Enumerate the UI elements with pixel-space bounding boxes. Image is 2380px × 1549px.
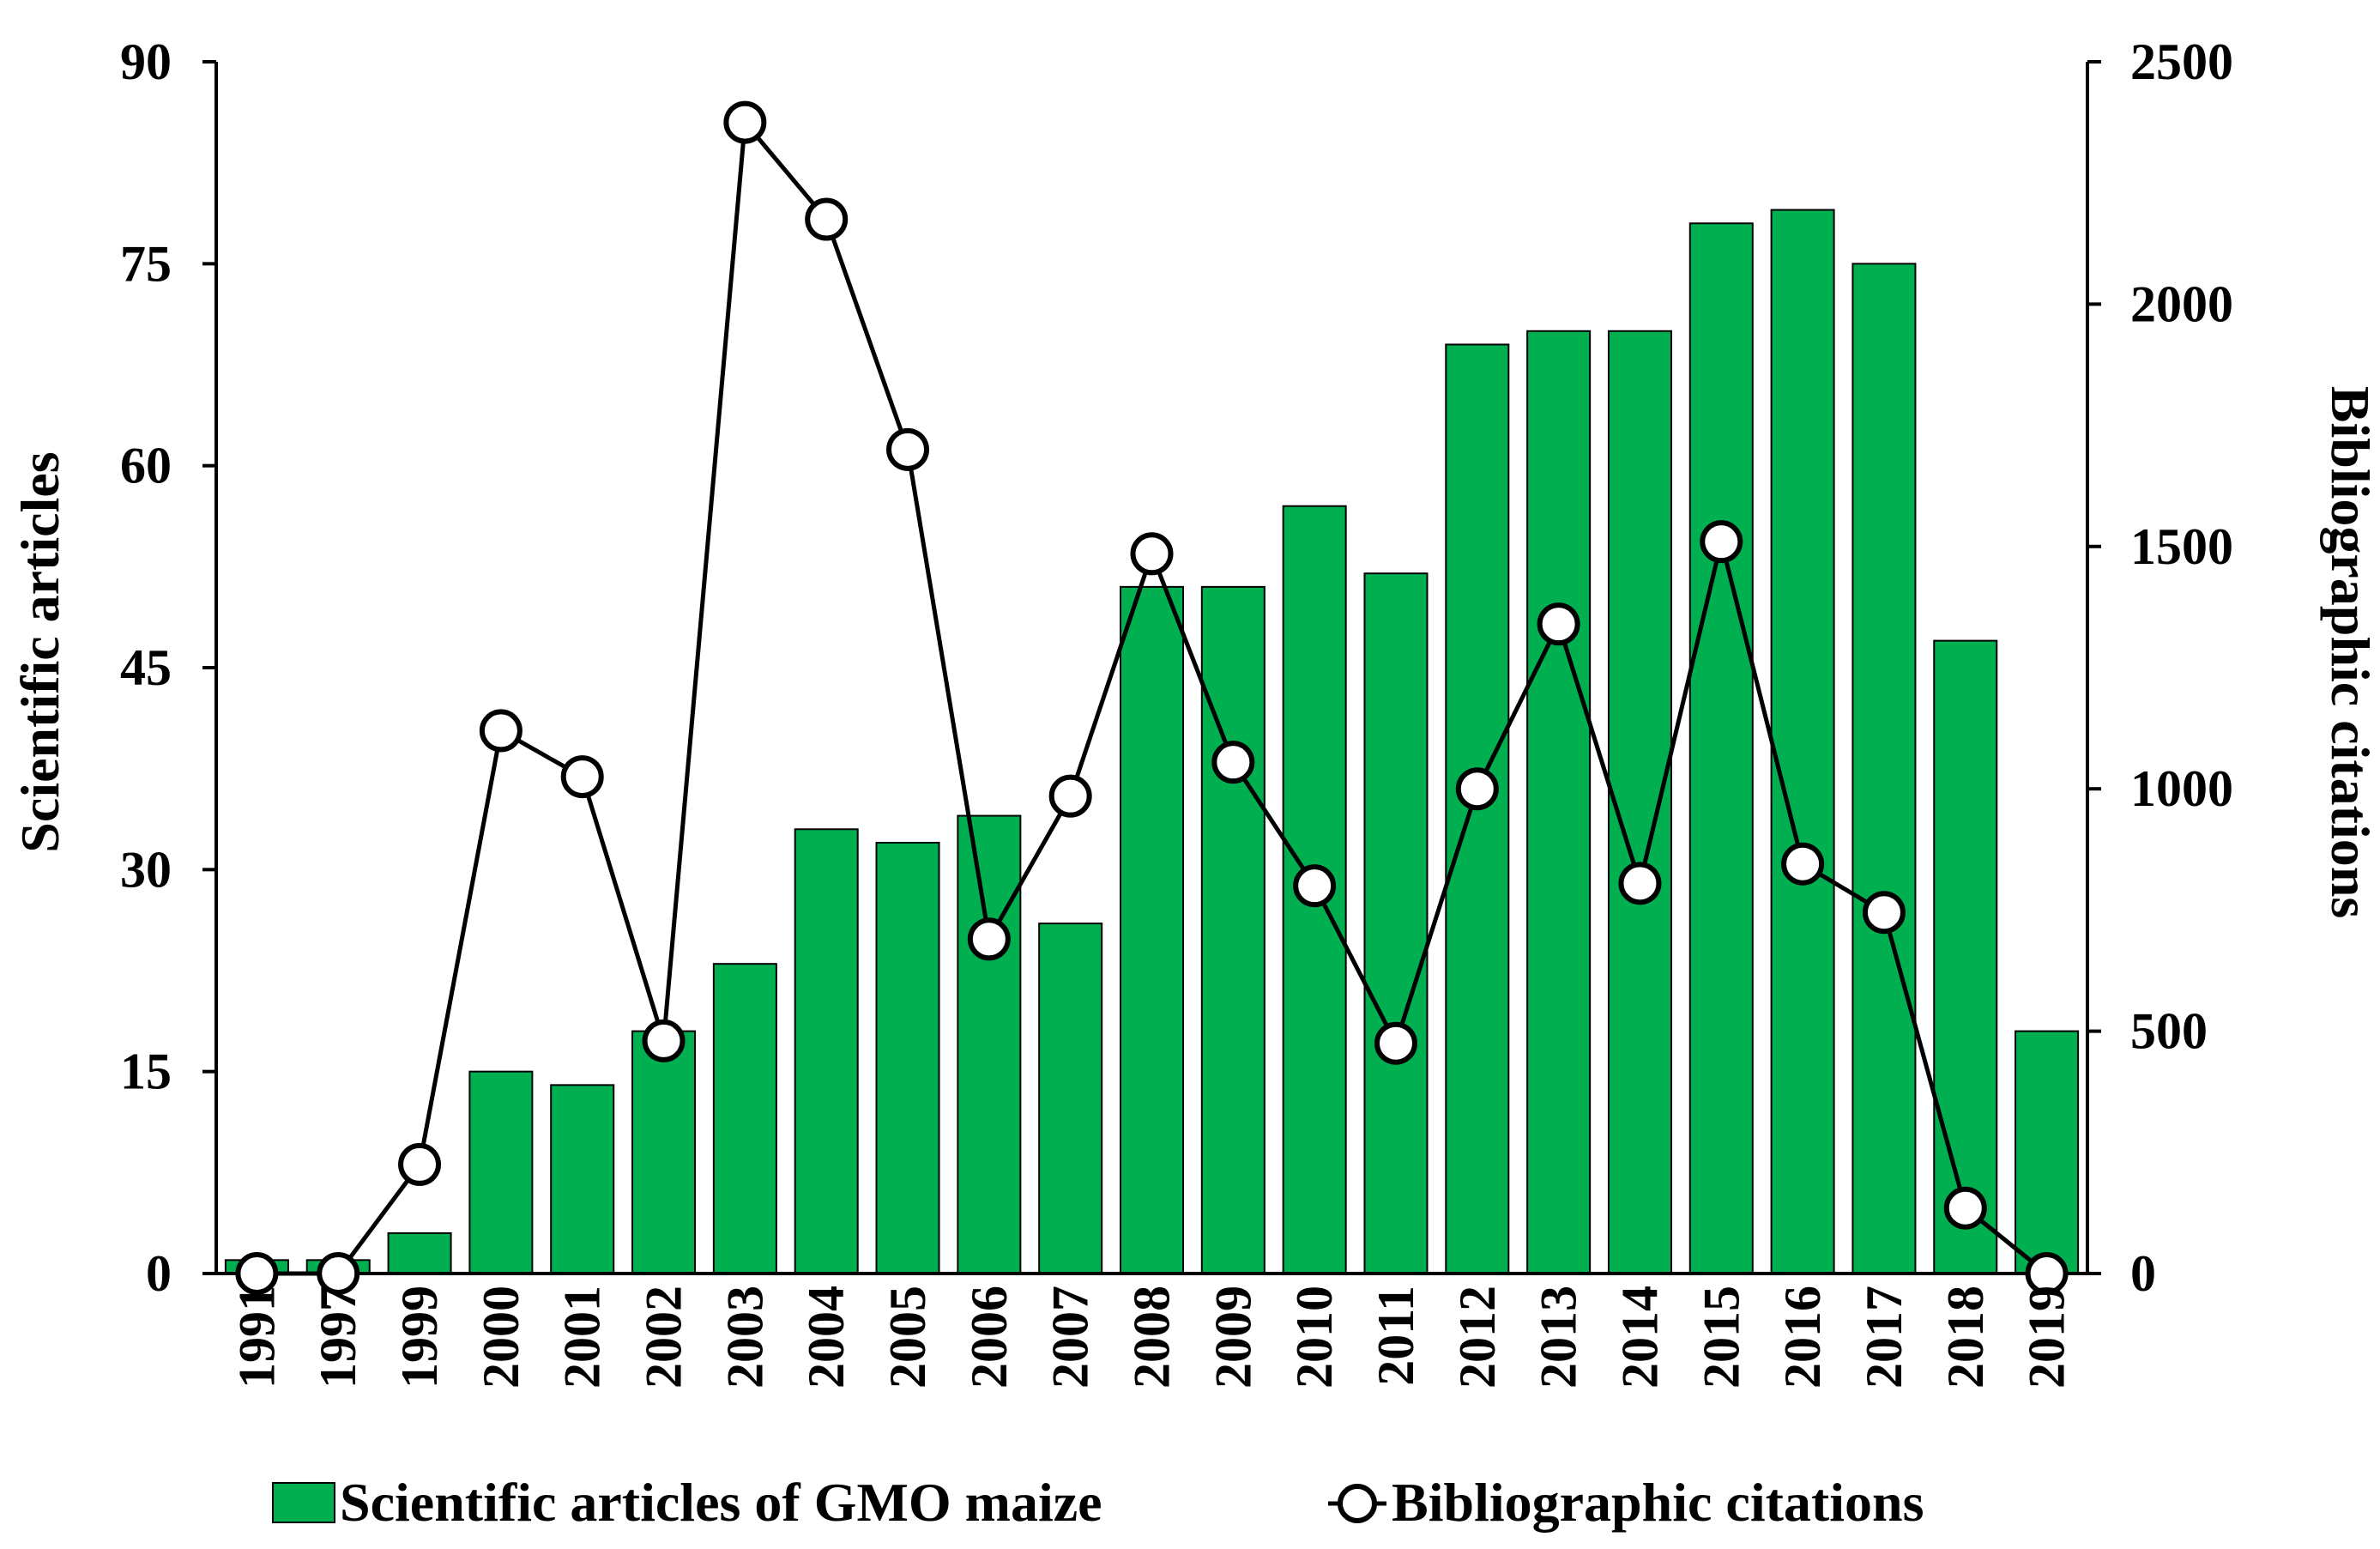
right-tick-label-2500: 2500 [2130,33,2233,90]
bar-2017 [1851,263,1917,1274]
x-tick-label-2004: 2004 [798,1286,855,1389]
x-tick-label-2000: 2000 [473,1286,529,1389]
axis-labels: 0 15 30 45 60 75 90 0 500 1000 1500 2000 2500 1991 199… [120,33,2233,1389]
axes [202,60,2101,1275]
bar-2016 [1770,209,1835,1275]
legend: Scientific articles of GMO maize Bibliog… [272,1472,1924,1533]
x-tick-label-2009: 2009 [1205,1286,1261,1389]
x-tick-label-2019: 2019 [2019,1286,2075,1389]
left-tick-label-15: 15 [120,1044,172,1100]
right-tick-label-500: 500 [2130,1003,2208,1060]
citation-point-1997 [317,1252,360,1295]
citation-point-2000 [479,709,523,753]
citation-point-2006 [967,917,1011,961]
right-tick-label-0: 0 [2130,1245,2156,1302]
citation-point-1991 [235,1252,279,1295]
citation-point-2013 [1537,602,1580,646]
x-tick-label-2018: 2018 [1937,1286,1994,1389]
citation-point-2018 [1943,1186,1987,1230]
bar-series [224,209,2080,1275]
citation-point-2007 [1048,774,1092,818]
x-tick-label-2016: 2016 [1774,1286,1831,1389]
right-tick-label-1500: 1500 [2130,518,2233,575]
bar-2011 [1363,572,1429,1274]
right-tick-label-2000: 2000 [2130,275,2233,332]
left-tick-label-0: 0 [146,1245,172,1302]
left-tick-label-60: 60 [120,438,172,494]
bar-2007 [1038,923,1103,1274]
citation-point-2015 [1700,520,1743,564]
citation-point-2001 [560,755,604,799]
bar-2009 [1200,585,1266,1274]
citation-line-series [235,100,2069,1295]
citation-point-2004 [805,197,849,241]
bar-1999 [387,1231,452,1275]
citation-point-2003 [723,100,767,144]
citation-point-2019 [2025,1252,2069,1295]
x-tick-label-2011: 2011 [1368,1286,1424,1386]
left-tick-label-45: 45 [120,639,172,696]
x-tick-label-2012: 2012 [1449,1286,1506,1389]
bar-2002 [631,1030,697,1274]
bar-2004 [794,828,859,1274]
x-tick-label-2014: 2014 [1611,1286,1668,1389]
bar-2001 [550,1084,615,1275]
x-tick-label-2015: 2015 [1693,1286,1749,1389]
x-tick-label-2010: 2010 [1286,1286,1343,1389]
x-tick-label-1997: 1997 [310,1286,366,1389]
citation-point-2008 [1130,532,1174,576]
left-axis-title: Scientific articles [9,451,70,852]
x-tick-label-2002: 2002 [636,1286,692,1389]
bar-2005 [875,841,940,1274]
left-tick-label-90: 90 [120,33,172,90]
bar-2019 [2015,1030,2080,1274]
x-tick-label-2001: 2001 [554,1286,611,1389]
x-tick-label-2005: 2005 [879,1286,936,1389]
citation-point-1999 [398,1142,442,1186]
x-tick-label-2006: 2006 [961,1286,1018,1389]
citation-point-2010 [1293,864,1337,908]
bar-2015 [1688,222,1754,1274]
bar-2013 [1526,330,1592,1274]
citation-point-2011 [1374,1021,1417,1065]
x-tick-label-1999: 1999 [391,1286,448,1389]
x-tick-label-2008: 2008 [1124,1286,1181,1389]
left-tick-label-30: 30 [120,841,172,898]
legend-line-label: Bibliographic citations [1392,1472,1924,1533]
citation-point-2017 [1862,891,1906,935]
bar-2003 [712,963,777,1274]
bar-2018 [1933,639,1998,1274]
legend-bar-label: Scientific articles of GMO maize [340,1472,1102,1533]
bar-2000 [468,1070,534,1274]
right-tick-label-1000: 1000 [2130,760,2233,817]
x-tick-label-2017: 2017 [1856,1286,1912,1389]
legend-bar-swatch [272,1482,335,1523]
left-tick-label-75: 75 [120,235,172,292]
x-tick-label-1991: 1991 [228,1286,285,1389]
right-axis-title: Bibliographic citations [2320,386,2380,919]
x-tick-label-2013: 2013 [1531,1286,1587,1389]
citation-point-2005 [886,427,930,471]
citation-point-2002 [642,1019,686,1062]
legend-line-marker [1338,1484,1377,1523]
citation-point-2009 [1211,741,1255,784]
citation-point-2014 [1618,862,1662,905]
bar-2008 [1119,585,1185,1274]
citation-point-2012 [1455,767,1499,811]
x-tick-label-2007: 2007 [1042,1286,1099,1389]
bar-2014 [1607,330,1672,1274]
citation-point-2016 [1781,842,1825,886]
x-tick-label-2003: 2003 [716,1286,773,1389]
bar-2006 [957,814,1022,1274]
